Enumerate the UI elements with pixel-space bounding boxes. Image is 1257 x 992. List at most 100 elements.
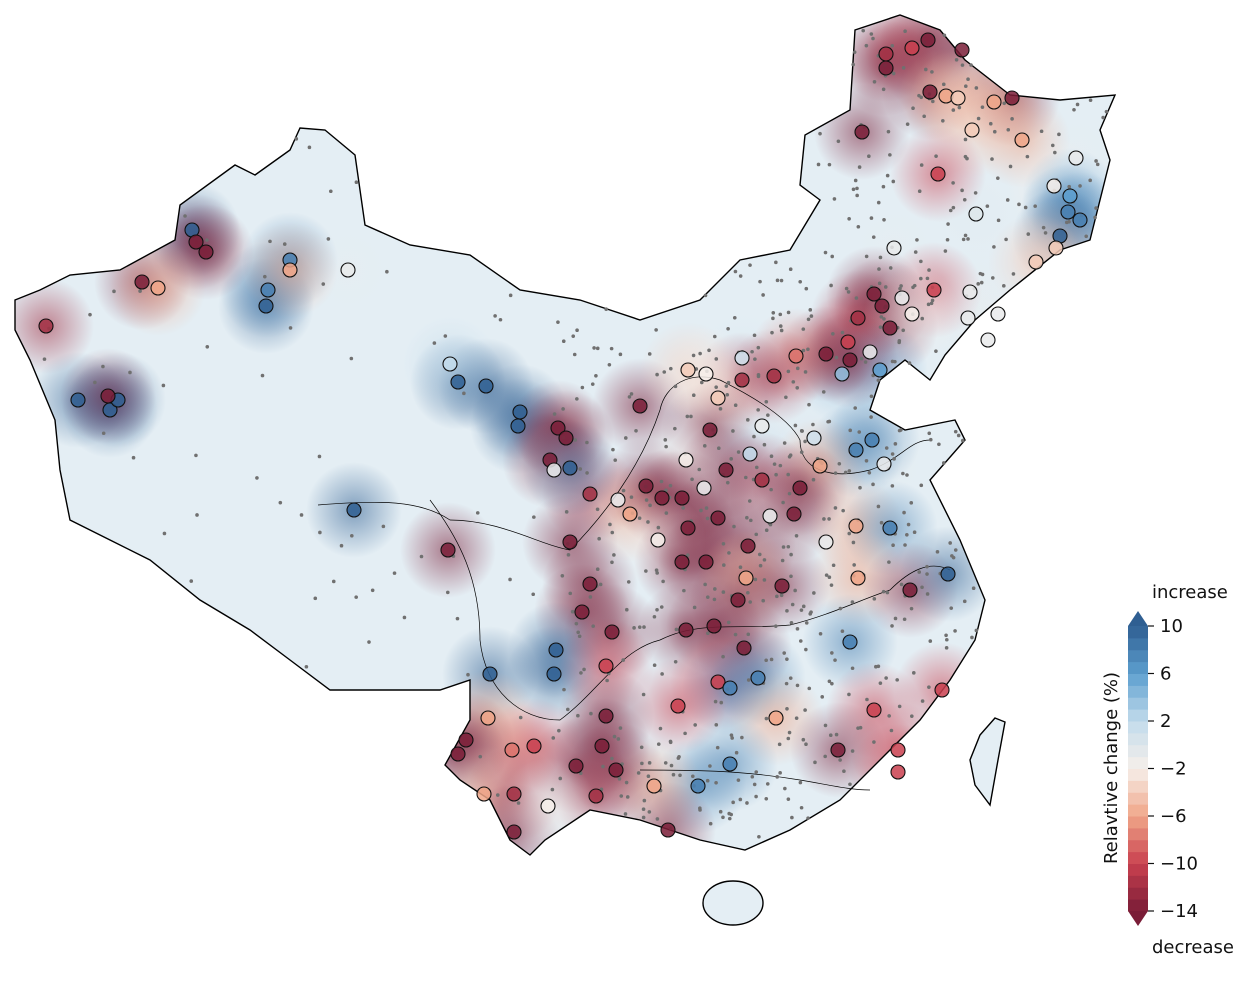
station-marker xyxy=(1060,204,1076,220)
mainland-outline xyxy=(14,14,1117,856)
minor-station-dot xyxy=(869,32,874,36)
minor-station-dot xyxy=(668,483,673,488)
minor-station-dot xyxy=(919,276,923,281)
minor-station-dot xyxy=(780,558,785,563)
minor-station-dot xyxy=(851,62,855,67)
minor-station-dot xyxy=(659,605,664,609)
minor-station-dot xyxy=(778,324,783,328)
station-marker xyxy=(818,346,834,362)
minor-station-dot xyxy=(668,739,673,744)
minor-station-dot xyxy=(923,67,928,72)
minor-station-dot xyxy=(804,621,809,625)
minor-station-dot xyxy=(956,433,961,438)
minor-station-dot xyxy=(798,639,803,643)
minor-station-dot xyxy=(970,635,974,640)
minor-station-dot xyxy=(609,346,614,351)
station-marker xyxy=(848,518,864,534)
minor-station-dot xyxy=(655,372,659,377)
minor-station-dot xyxy=(885,590,890,595)
minor-station-dot xyxy=(790,602,795,607)
minor-station-dot xyxy=(1023,205,1028,210)
minor-station-dot xyxy=(827,162,832,167)
station-marker xyxy=(878,46,894,62)
minor-station-dot xyxy=(745,515,749,520)
minor-station-dot xyxy=(101,431,106,436)
minor-station-dot xyxy=(708,764,712,768)
minor-station-dot xyxy=(798,780,803,785)
minor-station-dot xyxy=(575,328,579,332)
minor-station-dot xyxy=(821,390,826,394)
minor-station-dot xyxy=(712,597,717,602)
minor-station-dot xyxy=(571,334,576,338)
minor-station-dot xyxy=(1094,206,1098,210)
minor-station-dot xyxy=(561,339,566,344)
minor-station-dot xyxy=(610,560,614,565)
station-marker xyxy=(722,680,738,696)
minor-station-dot xyxy=(686,553,690,557)
minor-station-dot xyxy=(910,714,914,718)
minor-station-dot xyxy=(811,477,816,482)
station-marker xyxy=(874,298,890,314)
minor-station-dot xyxy=(195,513,199,517)
minor-station-dot xyxy=(881,87,886,92)
minor-station-dot xyxy=(850,666,855,671)
minor-station-dot xyxy=(801,737,806,742)
station-marker xyxy=(980,332,996,348)
minor-station-dot xyxy=(889,728,894,733)
minor-station-dot xyxy=(475,511,480,515)
minor-station-dot xyxy=(804,647,808,652)
minor-station-dot xyxy=(1011,272,1016,276)
minor-station-dot xyxy=(930,298,935,303)
minor-station-dot xyxy=(770,330,774,335)
minor-station-dot xyxy=(928,437,933,442)
minor-station-dot xyxy=(996,176,1000,180)
minor-station-dot xyxy=(812,591,816,595)
minor-station-dot xyxy=(714,385,718,389)
pearl-river xyxy=(639,769,871,791)
station-marker xyxy=(806,430,822,446)
minor-station-dot xyxy=(756,345,761,350)
minor-station-dot xyxy=(648,503,652,508)
minor-station-dot xyxy=(570,609,575,614)
minor-station-dot xyxy=(872,80,877,84)
station-marker xyxy=(886,240,902,256)
minor-station-dot xyxy=(917,570,922,574)
colorbar-band xyxy=(1128,780,1148,793)
minor-station-dot xyxy=(260,373,265,378)
minor-station-dot xyxy=(764,716,769,721)
station-marker xyxy=(1068,150,1084,166)
minor-station-dot xyxy=(762,558,767,562)
station-marker xyxy=(904,306,920,322)
minor-station-dot xyxy=(762,578,767,582)
station-marker xyxy=(902,582,918,598)
minor-station-dot xyxy=(824,573,829,577)
minor-station-dot xyxy=(402,615,407,620)
minor-station-dot xyxy=(787,454,792,459)
minor-station-dot xyxy=(942,33,947,38)
minor-station-dot xyxy=(1033,204,1037,208)
minor-station-dot xyxy=(871,482,875,487)
minor-station-dot xyxy=(328,189,333,194)
minor-station-dot xyxy=(88,312,92,317)
minor-station-dot xyxy=(879,520,884,525)
minor-station-dot xyxy=(750,349,754,354)
station-marker xyxy=(654,490,670,506)
minor-station-dot xyxy=(663,438,668,442)
station-marker xyxy=(480,710,496,726)
minor-station-dot xyxy=(899,284,903,288)
colorbar-band xyxy=(1128,827,1148,841)
station-marker xyxy=(1072,212,1088,228)
minor-station-dot xyxy=(901,328,906,333)
minor-station-dot xyxy=(911,106,915,111)
minor-station-dot xyxy=(848,782,852,787)
minor-station-dot xyxy=(639,745,644,750)
minor-station-dot xyxy=(779,278,784,283)
minor-station-dot xyxy=(282,242,287,246)
minor-station-dot xyxy=(1005,198,1010,202)
minor-station-dot xyxy=(1017,202,1021,207)
minor-station-dot xyxy=(829,283,833,288)
colorbar-band xyxy=(1128,732,1148,746)
station-marker xyxy=(574,604,590,620)
station-marker xyxy=(850,310,866,326)
minor-station-dot xyxy=(702,444,707,448)
